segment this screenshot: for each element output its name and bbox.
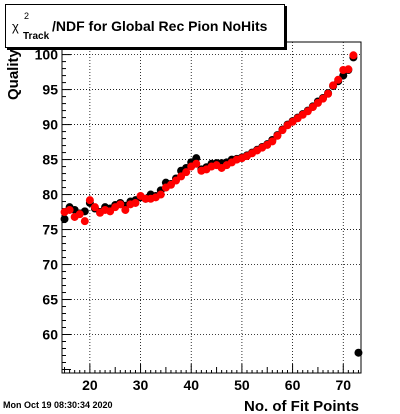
- x-axis-label: No. of Fit Points: [244, 398, 359, 414]
- data-point-red: [278, 126, 287, 135]
- data-point-red: [90, 203, 99, 212]
- title-superscript: 2: [24, 11, 30, 21]
- data-point-red: [349, 51, 358, 60]
- data-point-black: [192, 154, 201, 163]
- y-tick-label: 100: [35, 47, 59, 63]
- x-tick-label: 60: [285, 377, 301, 393]
- y-tick-label: 90: [42, 117, 58, 133]
- data-point-red: [192, 159, 201, 168]
- y-tick-label: 95: [42, 82, 58, 98]
- data-points: [60, 51, 363, 357]
- data-point-red: [318, 94, 327, 103]
- chart-title: χ 2 Track /NDF for Global Rec Pion NoHit…: [5, 4, 285, 48]
- data-point-red: [80, 217, 89, 226]
- timestamp: Mon Oct 19 08:30:34 2020: [3, 400, 113, 410]
- y-tick-label: 80: [42, 187, 58, 203]
- data-point-red: [334, 75, 343, 84]
- y-tick-label: 65: [42, 292, 58, 308]
- x-tick-label: 70: [335, 377, 351, 393]
- data-point-red: [273, 131, 282, 140]
- data-point-red: [131, 198, 140, 207]
- y-axis: 60 65 70 75 80 85 90 95 100: [35, 47, 71, 371]
- y-tick-label: 60: [42, 327, 58, 343]
- data-point-red: [156, 190, 165, 199]
- data-point-red: [329, 81, 338, 90]
- x-axis: 20 30 40 50 60 70: [64, 364, 359, 393]
- data-point-red: [121, 205, 130, 214]
- x-tick-label: 50: [234, 377, 250, 393]
- data-point-red: [344, 65, 353, 74]
- data-point-red: [65, 205, 74, 214]
- data-point-black: [354, 348, 363, 357]
- y-tick-label: 75: [42, 222, 58, 238]
- x-tick-label: 30: [133, 377, 149, 393]
- data-point-red: [268, 137, 277, 146]
- data-point-red: [85, 196, 94, 205]
- data-point-red: [324, 89, 333, 98]
- data-point-red: [182, 168, 191, 177]
- data-point-red: [75, 210, 84, 219]
- data-point-red: [116, 200, 125, 209]
- data-point-black: [60, 215, 69, 224]
- y-tick-label: 70: [42, 257, 58, 273]
- x-tick-label: 20: [82, 377, 98, 393]
- y-tick-label: 85: [42, 152, 58, 168]
- title-subscript: Track: [23, 31, 50, 42]
- title-chi-symbol: χ: [12, 19, 19, 34]
- title-text: /NDF for Global Rec Pion NoHits: [52, 18, 268, 34]
- grid-lines: [62, 42, 361, 373]
- y-axis-label: Quality: [5, 48, 22, 100]
- x-tick-label: 40: [183, 377, 199, 393]
